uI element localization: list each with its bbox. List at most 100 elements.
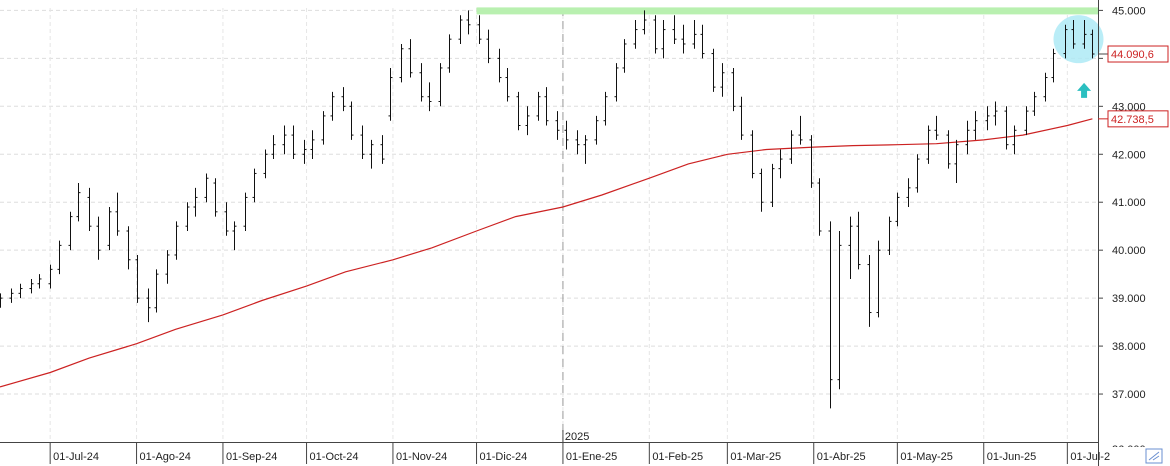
ohlc-bar [146, 288, 151, 323]
ohlc-bar [29, 278, 34, 294]
y-tick-label: 38.000 [1112, 341, 1146, 353]
ohlc-bar [555, 111, 560, 140]
price-tag-label: 42.738,5 [1111, 114, 1154, 126]
price-tag-label: 44.090,6 [1111, 49, 1154, 61]
ohlc-bar [614, 63, 619, 102]
x-tick-label: 01-Sep-24 [226, 451, 277, 463]
ohlc-bar [341, 87, 346, 112]
ohlc-bar [575, 130, 580, 155]
ohlc-bar [165, 250, 170, 284]
ohlc-bar [965, 120, 970, 155]
ohlc-bar [291, 125, 296, 160]
ohlc-bar [954, 139, 959, 184]
ohlc-bar [837, 230, 842, 390]
x-tick-label: 01-Dic-24 [480, 451, 528, 463]
x-tick-label: 01-Abr-25 [817, 451, 866, 463]
ohlc-bar [438, 63, 443, 107]
resistance-band [476, 7, 1098, 15]
ohlc-bar [711, 48, 716, 92]
ohlc-bar [789, 130, 794, 164]
ohlc-bar [536, 91, 541, 121]
price-tag-box [1107, 45, 1169, 63]
ohlc-bar [115, 192, 120, 236]
ohlc-bar [778, 149, 783, 179]
ohlc-bar [330, 91, 335, 121]
ohlc-bar [603, 91, 608, 126]
ohlc-bar [87, 187, 92, 231]
ohlc-bar [18, 283, 23, 299]
ohlc-bar [252, 168, 257, 203]
ohlc-bar [185, 202, 190, 231]
ohlc-bar [564, 120, 569, 150]
ohlc-bar [263, 149, 268, 179]
ohlc-bar [681, 24, 686, 54]
ohlc-bar [583, 135, 588, 164]
ohlc-bar [321, 111, 326, 145]
ohlc-bar [349, 101, 354, 140]
y-axis-ticks: 37.000 38.000 39.000 40.000 41.000 42.000 43.0… [1098, 5, 1146, 447]
ohlc-bar [380, 135, 385, 164]
ohlc-bar [1043, 72, 1048, 102]
ohlc-bar [770, 163, 775, 208]
ohlc-bar [388, 67, 393, 121]
arrow-marker [1077, 82, 1092, 98]
x-tick-label: 01-Jul-24 [53, 451, 99, 463]
ohlc-bar [720, 63, 725, 97]
price-tag: 44.090,6 [1098, 45, 1169, 63]
y-tick-label: 37.000 [1112, 389, 1146, 401]
axes [0, 0, 1099, 466]
ohlc-bar [876, 240, 881, 318]
price-tag-box [1107, 110, 1169, 128]
ohlc-bar [1012, 125, 1017, 155]
ohlc-bar [993, 101, 998, 126]
x-tick-label: 01-Feb-25 [652, 451, 703, 463]
moving-average-line [0, 118, 1093, 388]
ohlc-bar [692, 19, 697, 49]
ohlc-bar [895, 192, 900, 227]
ohlc-bar [427, 82, 432, 112]
ohlc-bar [915, 154, 920, 193]
ohlc-bar [135, 254, 140, 303]
x-axis-ticks: 01-Jul-24 01-Ago-24 01-Sep-24 01-Oct-24 01-N… [49, 430, 1110, 464]
ohlc-bar [544, 87, 549, 126]
y-tick-label: 41.000 [1112, 197, 1146, 209]
ohlc-bar [809, 135, 814, 188]
year-marker-label: 2025 [565, 431, 589, 443]
y-tick-label: 45.000 [1112, 5, 1146, 17]
y-tick-label: 42.000 [1112, 149, 1146, 161]
ohlc-bar [107, 207, 112, 251]
ohlc-bar [486, 29, 491, 64]
x-tick-label: 01-Jun-25 [987, 451, 1037, 463]
ohlc-bar [399, 43, 404, 83]
ohlc-bar [934, 115, 939, 140]
ohlc-bar [1082, 19, 1087, 49]
ohlc-bar [525, 106, 530, 136]
price-tag: 42.738,5 [1098, 110, 1169, 128]
ohlc-bar [497, 48, 502, 83]
ohlc-bar [1032, 91, 1037, 116]
ohlc-bar [856, 211, 861, 270]
ohlc-bar [1004, 106, 1009, 150]
ohlc-bar [96, 216, 101, 260]
ohlc-bar [642, 10, 647, 35]
ohlc-bar [946, 130, 951, 169]
ohlc-bar [310, 130, 315, 160]
highlight-circle [1053, 15, 1104, 64]
ohlc-bar [271, 135, 276, 160]
ohlc-bar [37, 274, 42, 289]
ohlc-bar [700, 24, 705, 59]
x-tick-label: 01-Nov-24 [396, 451, 447, 463]
ohlc-bar [739, 96, 744, 140]
ohlc-bar [985, 106, 990, 131]
ohlc-bar [282, 125, 287, 155]
ohlc-bar [213, 178, 218, 217]
ohlc-bar [477, 15, 482, 44]
ohlc-bar [1024, 106, 1029, 136]
ohlc-bar [887, 216, 892, 255]
ohlc-bar [154, 269, 159, 313]
ohlc-bar [232, 221, 237, 251]
ohlc-bar [672, 15, 677, 44]
x-tick-label: 01-Oct-24 [310, 451, 359, 463]
ohlc-bar [174, 221, 179, 260]
